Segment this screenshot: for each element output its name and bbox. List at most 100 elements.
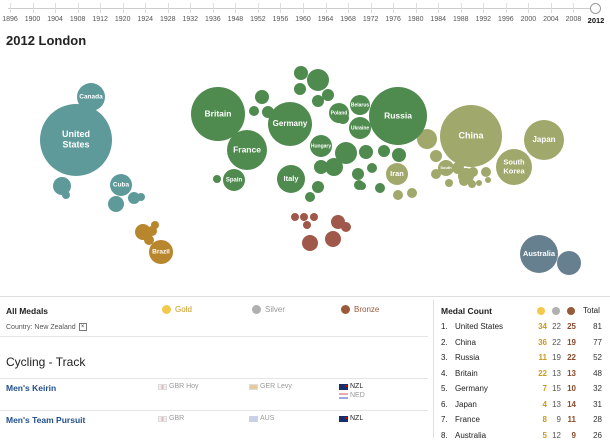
country-bubble[interactable] <box>53 177 71 195</box>
medal-count-row[interactable]: 5. Germany 7 15 10 32 <box>441 384 606 398</box>
country-bubble[interactable] <box>358 182 366 190</box>
year-2000[interactable]: 2000 <box>520 16 537 23</box>
medal-count-row[interactable]: 2. China 36 22 19 77 <box>441 338 606 352</box>
country-bubble[interactable] <box>303 221 311 229</box>
country-bubble[interactable] <box>108 196 124 212</box>
bronze-filter[interactable]: Bronze <box>341 305 379 314</box>
country-bubble[interactable] <box>481 167 491 177</box>
bubble-canada[interactable] <box>77 83 105 111</box>
country-bubble[interactable] <box>392 148 406 162</box>
country-bubble[interactable] <box>431 169 441 179</box>
country-bubble[interactable] <box>302 235 318 251</box>
bubble-britain[interactable] <box>191 87 245 141</box>
bubble-china[interactable] <box>440 105 502 167</box>
year-1972[interactable]: 1972 <box>362 16 379 23</box>
medal-count-row[interactable]: 8. Australia 5 12 9 26 <box>441 431 606 445</box>
bubble-italy[interactable] <box>277 165 305 193</box>
year-1976[interactable]: 1976 <box>385 16 401 23</box>
country-bubble[interactable] <box>375 183 385 193</box>
bubble-spain[interactable] <box>223 169 245 191</box>
year-timeline[interactable]: 1896 1900 1904 1908 1912 1920 1924 1928 1932 1936… <box>0 0 610 28</box>
country-bubble[interactable] <box>305 192 315 202</box>
bubble-germany[interactable] <box>268 102 312 146</box>
bubble-cuba[interactable] <box>110 174 132 196</box>
country-bubble[interactable] <box>151 221 159 229</box>
silver-filter[interactable]: Silver <box>252 305 285 314</box>
bubble-australia[interactable] <box>520 235 558 273</box>
bubble-united-states[interactable] <box>40 104 112 176</box>
country-bubble[interactable] <box>341 222 351 232</box>
year-1988[interactable]: 1988 <box>452 16 469 23</box>
country-bubble[interactable] <box>294 66 308 80</box>
event-link[interactable]: Men's Keirin <box>6 383 57 393</box>
country-bubble[interactable] <box>378 145 390 157</box>
year-2004[interactable]: 2004 <box>543 16 559 23</box>
medal-count-row[interactable]: 1. United States 34 22 25 81 <box>441 322 606 336</box>
year-1912[interactable]: 1912 <box>92 16 108 23</box>
country-bubble[interactable] <box>310 213 318 221</box>
country-bubble[interactable] <box>352 168 364 180</box>
country-bubble[interactable] <box>314 160 328 174</box>
year-1948[interactable]: 1948 <box>227 16 244 23</box>
country-bubble[interactable] <box>367 163 377 173</box>
country-bubble[interactable] <box>255 90 269 104</box>
medal-count-row[interactable]: 4. Britain 22 13 13 48 <box>441 369 606 383</box>
bubble-belarus[interactable] <box>350 95 370 115</box>
bubble-brazil[interactable] <box>149 240 173 264</box>
medal-count-row[interactable]: 6. Japan 4 13 14 31 <box>441 400 606 414</box>
year-1928[interactable]: 1928 <box>159 16 176 23</box>
country-bubble[interactable] <box>62 191 70 199</box>
bubble-south-korea[interactable] <box>496 149 532 185</box>
year-1904[interactable]: 1904 <box>47 16 63 23</box>
year-1980[interactable]: 1980 <box>407 16 424 23</box>
bubble-ukraine[interactable] <box>349 117 371 139</box>
bubble-hungary[interactable] <box>310 135 332 157</box>
country-bubble[interactable] <box>291 213 299 221</box>
country-bubble[interactable] <box>300 213 308 221</box>
year-1932[interactable]: 1932 <box>182 16 199 23</box>
year-1964[interactable]: 1964 <box>317 16 334 23</box>
gold-filter[interactable]: Gold <box>162 305 192 314</box>
country-bubble[interactable] <box>322 89 334 101</box>
country-bubble[interactable] <box>294 83 306 95</box>
country-bubble[interactable] <box>468 180 476 188</box>
year-1896[interactable]: 1896 <box>2 16 18 23</box>
country-bubble[interactable] <box>144 235 154 245</box>
year-2008[interactable]: 2008 <box>565 16 582 23</box>
bubble-japan[interactable] <box>524 120 564 160</box>
country-bubble[interactable] <box>312 95 324 107</box>
country-bubble[interactable] <box>137 193 145 201</box>
bubble-france[interactable] <box>227 130 267 170</box>
medal-count-row[interactable]: 3. Russia 11 19 22 52 <box>441 353 606 367</box>
medal-count-row[interactable]: 7. France 8 9 11 28 <box>441 415 606 429</box>
country-bubble[interactable] <box>445 179 453 187</box>
country-bubble[interactable] <box>249 106 259 116</box>
event-link[interactable]: Men's Team Pursuit <box>6 415 86 425</box>
country-bubble[interactable] <box>468 167 478 177</box>
country-bubble[interactable] <box>417 129 437 149</box>
country-bubble[interactable] <box>557 251 581 275</box>
country-bubble[interactable] <box>393 190 403 200</box>
year-1992[interactable]: 1992 <box>475 16 492 23</box>
year-1936[interactable]: 1936 <box>205 16 221 23</box>
country-bubble[interactable] <box>325 231 341 247</box>
bubble-south-korea-small[interactable] <box>438 160 454 176</box>
year-1984[interactable]: 1984 <box>430 16 447 23</box>
country-bubble[interactable] <box>335 142 357 164</box>
year-1924[interactable]: 1924 <box>137 16 154 23</box>
year-1920[interactable]: 1920 <box>114 16 131 23</box>
country-bubble[interactable] <box>407 188 417 198</box>
country-bubble[interactable] <box>213 175 221 183</box>
country-bubble[interactable] <box>459 176 469 186</box>
year-1900[interactable]: 1900 <box>24 16 41 23</box>
medal-filter-title[interactable]: All Medals <box>6 306 49 316</box>
year-1956[interactable]: 1956 <box>272 16 289 23</box>
country-bubble[interactable] <box>312 181 324 193</box>
year-1968[interactable]: 1968 <box>340 16 356 23</box>
country-bubble[interactable] <box>325 158 343 176</box>
year-1960[interactable]: 1960 <box>295 16 311 23</box>
country-bubble[interactable] <box>359 145 373 159</box>
country-bubble[interactable] <box>476 180 482 186</box>
year-1908[interactable]: 1908 <box>69 16 86 23</box>
country-bubble[interactable] <box>430 150 442 162</box>
